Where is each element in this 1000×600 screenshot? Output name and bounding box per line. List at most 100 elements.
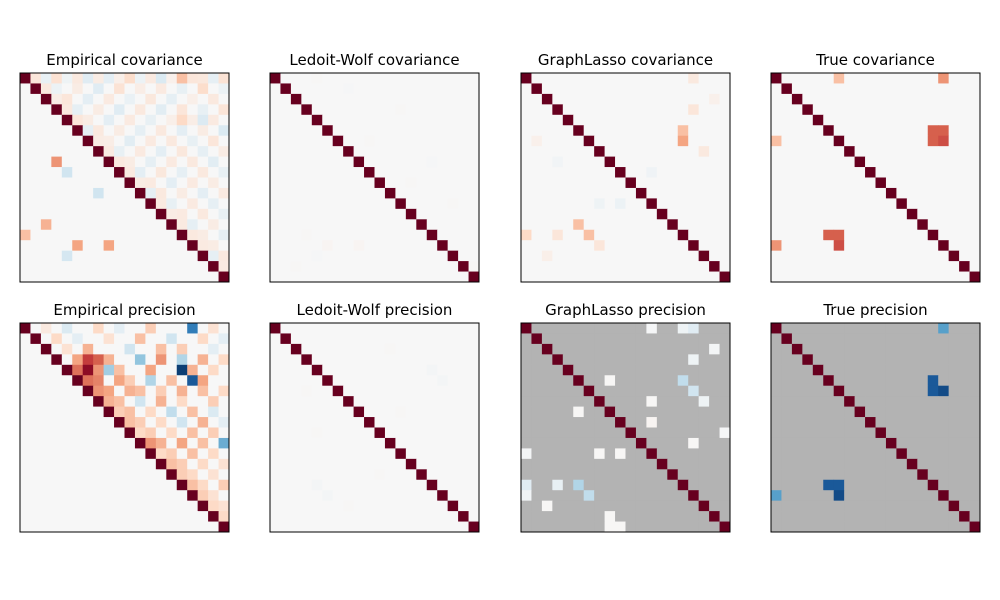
heatmap-cell [688,333,700,345]
heatmap-cell [197,167,209,178]
heatmap-cell [948,167,960,178]
heatmap-cell [948,125,960,137]
heatmap-cell [948,375,960,387]
heatmap-cell [833,83,845,95]
heatmap-cell [541,500,553,512]
heatmap-cell [541,73,553,84]
heatmap-cell [573,135,585,147]
heatmap-cell [20,521,31,533]
heatmap-cell [625,271,637,283]
heatmap-cell [395,469,407,481]
heatmap-cell [875,250,887,262]
heatmap-cell [865,93,876,105]
heatmap-cell [677,479,689,491]
heatmap-cell [677,73,689,84]
heatmap-cell [437,240,449,252]
heatmap-cell [416,511,428,522]
heatmap-cell [646,364,658,376]
heatmap-cell [656,167,668,178]
heatmap-cell [698,490,710,502]
heatmap-cell [615,83,626,95]
heatmap-cell [594,114,605,126]
heatmap-cell [646,343,658,355]
heatmap-cell [865,354,876,366]
heatmap-cell [145,375,157,387]
heatmap-cell [301,396,313,407]
heatmap-cell [781,479,793,491]
heatmap-cell [625,458,637,470]
heatmap-cell [40,458,52,470]
heatmap-cell [625,167,637,178]
heatmap-cell [20,146,31,157]
heatmap-cell [61,406,73,418]
heatmap-panel: Empirical precision [19,301,230,533]
heatmap-cell [959,500,970,512]
heatmap-cell [917,490,929,502]
heatmap-cell [218,323,230,334]
heatmap-cell [833,479,845,491]
heatmap-cell [521,479,532,491]
heatmap-cell [938,458,950,470]
heatmap-cell [615,406,626,418]
heatmap-cell [40,448,52,460]
heatmap-cell [374,490,386,502]
heatmap-cell [218,406,230,418]
heatmap-cell [927,250,939,262]
heatmap-cell [594,125,605,137]
heatmap-cell [166,354,178,366]
heatmap-cell [865,396,876,407]
heatmap-cell [823,343,835,355]
heatmap-cell [426,490,438,502]
heatmap-cell [875,323,887,334]
heatmap-cell [833,271,845,283]
heatmap-cell [594,323,605,334]
heatmap-cell [72,93,84,105]
heatmap-cell [959,146,970,157]
heatmap-cell [791,437,803,449]
heatmap-cell [896,343,908,355]
heatmap-cell [176,375,188,387]
heatmap-panel: Ledoit-Wolf precision [269,301,480,533]
heatmap-cell [948,219,960,231]
heatmap-cell [656,198,668,210]
heatmap-cell [594,93,605,105]
heatmap-cell [969,83,981,95]
heatmap-cell [771,114,782,126]
heatmap-cell [416,261,428,272]
heatmap-cell [437,396,449,407]
heatmap-cell [635,385,647,397]
heatmap-cell [917,448,929,460]
heatmap-cell [61,104,73,116]
heatmap-cell [332,208,344,220]
heatmap-cell [384,146,396,157]
heatmap-cell [917,114,929,126]
heatmap-cell [51,417,63,428]
heatmap-cell [927,354,939,366]
heatmap-cell [604,271,616,283]
heatmap-cell [290,198,302,210]
heatmap-cell [187,458,199,470]
heatmap-cell [301,198,313,210]
heatmap-cell [197,104,209,116]
heatmap-cell [844,167,855,178]
heatmap-cell [145,448,157,460]
heatmap-cell [688,187,700,199]
heatmap-cell [82,156,94,168]
heatmap-cell [103,427,115,439]
heatmap-cell [61,490,73,502]
heatmap-cell [280,114,292,126]
heatmap-cell [521,396,532,407]
heatmap-cell [656,83,668,95]
heatmap-cell [134,375,146,387]
heatmap-cell [93,219,104,231]
heatmap-cell [875,167,887,178]
heatmap-cell [646,198,658,210]
heatmap-cell [709,125,720,137]
heatmap-cell [635,437,647,449]
heatmap-cell [30,458,42,470]
heatmap-cell [865,448,876,460]
heatmap-cell [405,333,417,345]
heatmap-cell [187,396,199,407]
heatmap-cell [468,219,480,231]
heatmap-cell [709,250,720,262]
